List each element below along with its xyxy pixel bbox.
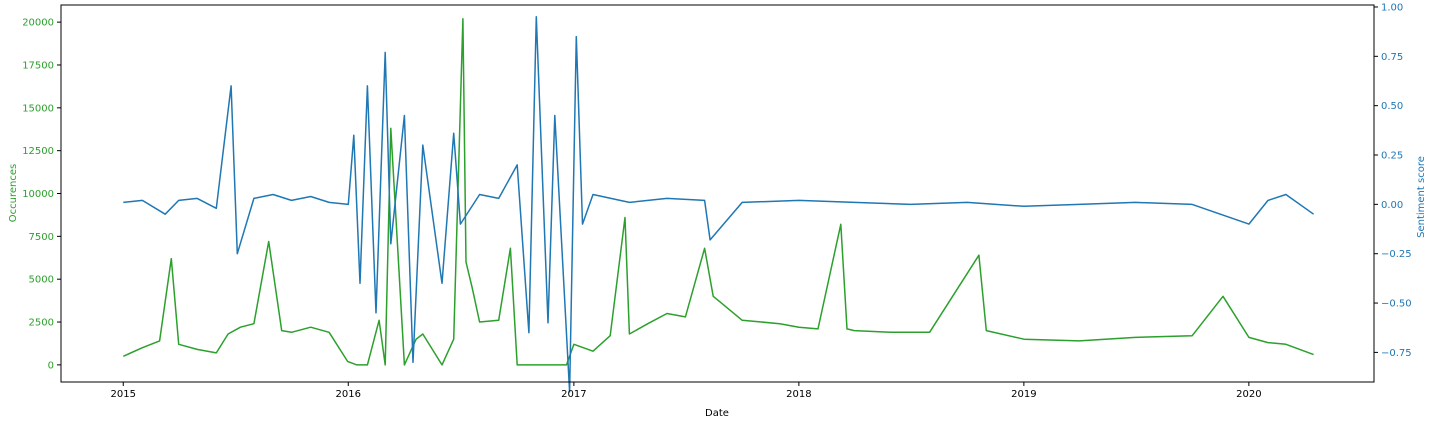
x-tick-label: 2020 bbox=[1236, 389, 1261, 400]
left-y-tick-label: 12500 bbox=[22, 146, 54, 157]
x-axis: 2015 2016 2017 2018 2019 2020 bbox=[111, 382, 1262, 400]
series-line-sentiment bbox=[123, 16, 1315, 393]
left-y-axis: 0 2500 5000 7500 10000 12500 15000 17500 20000 bbox=[22, 18, 61, 371]
x-tick-label: 2015 bbox=[111, 389, 136, 400]
series-layer bbox=[122, 16, 1315, 393]
x-axis-title: Date bbox=[705, 408, 729, 419]
x-tick-label: 2019 bbox=[1011, 389, 1036, 400]
right-y-axis: −0.75 −0.50 −0.25 0.00 0.25 0.50 0.75 1.00 bbox=[1374, 2, 1412, 359]
right-y-tick-label: −0.25 bbox=[1381, 249, 1412, 260]
x-tick-label: 2018 bbox=[786, 389, 811, 400]
left-y-tick-label: 0 bbox=[48, 360, 54, 371]
left-y-axis-title: Occurences bbox=[8, 164, 19, 222]
left-y-tick-label: 20000 bbox=[22, 18, 54, 29]
right-y-tick-label: 0.00 bbox=[1381, 200, 1403, 211]
right-y-tick-label: 0.75 bbox=[1381, 52, 1403, 63]
left-y-tick-label: 2500 bbox=[29, 318, 54, 329]
left-y-tick-label: 7500 bbox=[29, 232, 54, 243]
left-y-tick-label: 10000 bbox=[22, 189, 54, 200]
series-line-occurences bbox=[122, 17, 1314, 366]
left-y-tick-label: 15000 bbox=[22, 103, 54, 114]
left-y-tick-label: 5000 bbox=[29, 275, 54, 286]
right-y-tick-label: 0.25 bbox=[1381, 151, 1403, 162]
x-tick-label: 2017 bbox=[561, 389, 586, 400]
right-y-tick-label: 0.50 bbox=[1381, 101, 1403, 112]
left-y-tick-label: 17500 bbox=[22, 60, 54, 71]
right-y-axis-title: Sentiment score bbox=[1416, 156, 1427, 238]
right-y-tick-label: −0.50 bbox=[1381, 299, 1412, 310]
right-y-tick-label: −0.75 bbox=[1381, 348, 1412, 359]
plot-frame bbox=[60, 4, 1375, 383]
x-tick-label: 2016 bbox=[336, 389, 361, 400]
right-y-tick-label: 1.00 bbox=[1381, 2, 1403, 13]
